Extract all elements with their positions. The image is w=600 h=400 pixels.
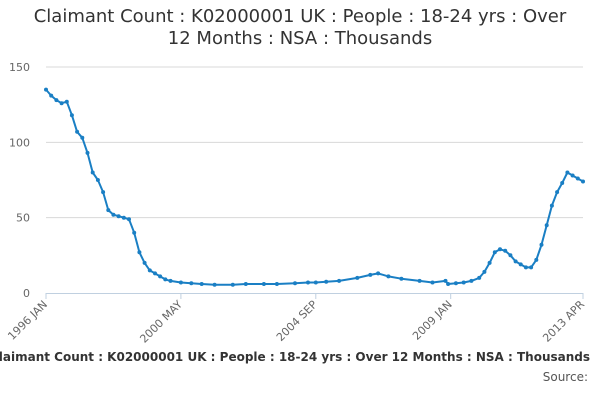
chart-title-line-1: Claimant Count : K02000001 UK : People :… xyxy=(33,6,567,27)
x-tick-label: 1996 JAN xyxy=(5,298,50,343)
data-point xyxy=(482,269,487,274)
data-point xyxy=(137,250,142,255)
data-point xyxy=(430,280,435,285)
data-point xyxy=(503,248,508,253)
data-point xyxy=(80,135,85,140)
data-point xyxy=(469,278,474,283)
data-point xyxy=(523,265,528,270)
series-line xyxy=(45,88,584,286)
data-point xyxy=(324,279,329,284)
data-point xyxy=(513,259,518,264)
data-point xyxy=(95,178,100,182)
x-tick-label: 2009 JAN xyxy=(410,298,455,343)
data-point xyxy=(376,271,381,276)
data-point xyxy=(101,190,106,195)
data-point xyxy=(565,170,570,175)
data-point xyxy=(555,190,560,195)
data-point xyxy=(508,253,513,258)
data-point xyxy=(539,242,544,247)
data-point xyxy=(487,260,492,265)
data-point xyxy=(492,250,497,255)
data-point xyxy=(69,113,74,118)
data-point xyxy=(168,278,173,283)
data-point xyxy=(544,223,549,228)
data-point xyxy=(64,99,69,104)
legend-label: Claimant Count : K02000001 UK : People :… xyxy=(0,350,591,364)
data-point xyxy=(355,275,360,280)
chart-legend[interactable]: Claimant Count : K02000001 UK : People :… xyxy=(0,350,600,370)
data-point xyxy=(337,278,342,283)
data-point xyxy=(293,281,297,286)
data-point xyxy=(560,181,565,185)
x-tick-label: 2004 SEP xyxy=(274,298,320,344)
data-point xyxy=(549,203,554,208)
data-point xyxy=(399,276,404,281)
data-point xyxy=(570,173,575,178)
data-point xyxy=(90,170,95,175)
data-point xyxy=(306,280,310,285)
data-point xyxy=(147,268,152,273)
source-label: Source: xyxy=(542,370,588,384)
data-point xyxy=(498,247,502,252)
data-point xyxy=(85,150,90,155)
data-point xyxy=(106,208,111,213)
data-point xyxy=(163,277,168,282)
data-point xyxy=(534,257,539,262)
data-point xyxy=(243,282,248,286)
data-point xyxy=(453,281,458,286)
chart-title-line-2: 12 Months : NSA : Thousands xyxy=(167,28,433,49)
data-point xyxy=(529,265,534,270)
data-point xyxy=(199,282,204,286)
data-point xyxy=(127,217,131,222)
data-point xyxy=(158,274,163,279)
x-tick-label: 2000 MAY xyxy=(137,298,185,346)
y-tick-label: 50 xyxy=(16,212,30,225)
data-point xyxy=(116,214,121,219)
data-point xyxy=(59,101,64,106)
data-point xyxy=(443,278,448,283)
data-point xyxy=(153,271,157,276)
data-point xyxy=(461,280,466,285)
x-tick-label: 2013 APR xyxy=(540,298,587,345)
data-point xyxy=(477,275,482,280)
data-point xyxy=(313,280,318,285)
data-point xyxy=(575,176,580,181)
data-point xyxy=(178,280,183,285)
data-point xyxy=(189,281,194,286)
data-point xyxy=(274,282,279,286)
data-point xyxy=(49,93,54,98)
data-point xyxy=(446,282,451,286)
data-point xyxy=(386,274,391,279)
data-point xyxy=(518,262,523,267)
y-tick-label: 100 xyxy=(9,136,30,149)
data-point xyxy=(581,179,585,184)
data-point xyxy=(368,272,373,277)
data-point xyxy=(132,230,137,235)
data-point xyxy=(417,278,422,283)
data-point xyxy=(230,282,235,287)
chart-title: Claimant Count : K02000001 UK : People :… xyxy=(0,6,600,50)
y-tick-label: 150 xyxy=(9,61,30,74)
data-point xyxy=(261,282,266,286)
data-point xyxy=(44,87,48,92)
data-point xyxy=(111,212,116,217)
y-tick-label: 0 xyxy=(23,287,30,300)
data-point xyxy=(121,215,126,220)
data-point xyxy=(54,98,59,103)
data-point xyxy=(142,260,147,265)
data-point xyxy=(75,129,80,134)
data-point xyxy=(212,282,217,287)
